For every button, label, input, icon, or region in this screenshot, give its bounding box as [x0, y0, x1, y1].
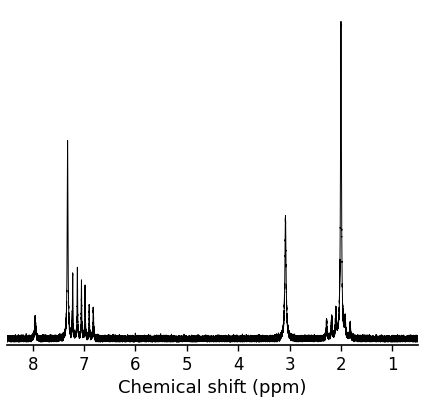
X-axis label: Chemical shift (ppm): Chemical shift (ppm) — [118, 379, 307, 397]
